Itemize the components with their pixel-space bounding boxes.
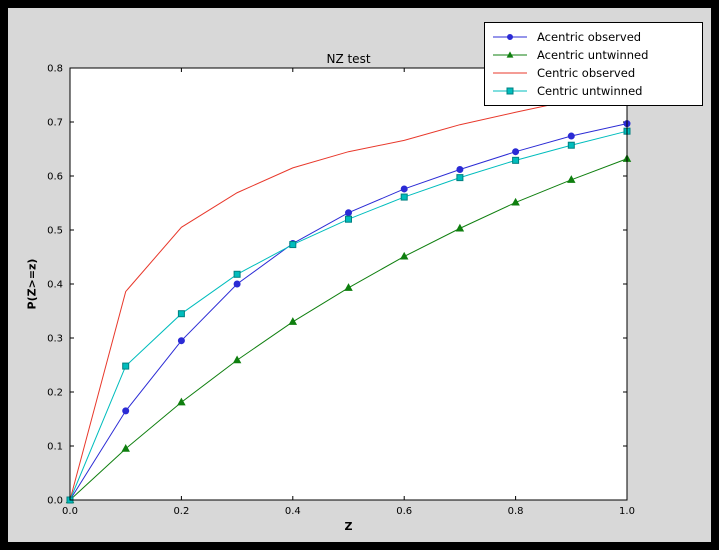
x-tick-label: 0.8 [508,506,524,517]
data-marker [177,397,186,406]
data-marker [344,283,353,291]
y-tick-label: 0.4 [47,280,63,291]
x-tick-label: 0.0 [62,506,78,517]
x-tick-label: 1.0 [619,506,635,517]
data-marker [122,362,130,370]
legend-sample-line [493,51,527,58]
data-marker [512,148,520,156]
y-tick-label: 0.1 [47,442,63,453]
x-tick-label: 0.2 [173,506,189,517]
legend-label: Centric observed [537,66,636,80]
y-axis-label: P(Z>=z) [25,258,39,310]
y-tick-label: 0.7 [47,118,63,129]
legend-row: Centric untwinned [491,82,694,100]
x-tick-label: 0.6 [396,506,412,517]
legend-row: Acentric untwinned [491,46,694,64]
data-marker [233,270,241,278]
y-tick-label: 0.3 [47,334,63,345]
y-tick-label: 0.2 [47,388,63,399]
figure-canvas: 0.0 0.2 0.4 0.6 0.8 1.0 0.0 0.1 0.2 0.3 0.4 0.5 0.6 0… [8,8,711,542]
axes-frame [69,67,628,501]
y-tick-label: 0.6 [47,172,63,183]
data-marker [177,310,185,318]
data-marker [567,141,575,149]
data-marker [399,251,409,260]
data-marker [567,175,576,183]
data-marker [345,215,352,223]
data-marker [288,317,298,325]
legend-sample-line [493,72,527,74]
legend-sample-line [493,87,527,95]
legend-label: Centric untwinned [537,84,643,98]
chart-title: NZ test [326,52,371,66]
data-marker [400,193,408,201]
x-axis-label: Z [344,520,353,533]
data-marker [512,156,520,164]
data-marker [233,280,241,288]
y-tick-label: 0.8 [47,64,63,75]
data-marker [456,166,464,174]
legend-row: Acentric observed [491,28,694,46]
y-tick-label: 0.0 [47,496,63,507]
data-marker [121,444,130,452]
legend-sample-line [493,34,527,40]
y-tick-label: 0.5 [47,226,63,237]
legend-box: Acentric observed Acentric untwinned Centr… [484,22,703,106]
data-marker [456,174,464,182]
x-tick-label: 0.4 [285,506,301,517]
data-marker [232,355,242,364]
legend-row: Centric observed [491,64,694,82]
series-line-2 [69,89,628,501]
data-marker [400,185,408,193]
data-marker [289,241,297,249]
data-marker [455,223,465,232]
data-marker [511,197,520,206]
legend-label: Acentric untwinned [537,48,649,62]
data-marker [122,407,130,415]
plot-svg: 0.0 0.2 0.4 0.6 0.8 1.0 0.0 0.1 0.2 0.3 0.4 0.5 0.6 0… [47,64,635,518]
data-marker [345,209,352,217]
data-marker [567,132,575,140]
legend-label: Acentric observed [537,30,642,44]
data-marker [177,337,185,345]
